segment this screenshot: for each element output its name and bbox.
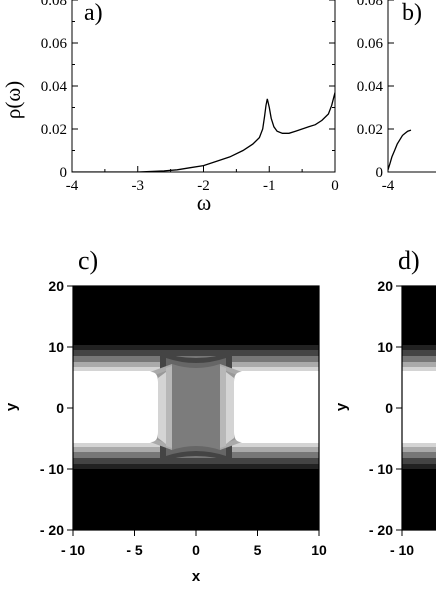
panel-c-ylabel: y bbox=[3, 402, 20, 411]
panel-d-ytick-label: - 20 bbox=[369, 522, 393, 538]
panel-c-xlabel: x bbox=[192, 568, 201, 585]
panel-b-series-line bbox=[388, 129, 412, 170]
panel-a-xtick-label: -3 bbox=[132, 178, 145, 194]
panel-c-label: c) bbox=[78, 246, 98, 275]
panel-b-ytick-label: 0.06 bbox=[357, 36, 384, 52]
panel-b: b) -40 0.02 0.04 0.06 0.08 bbox=[357, 0, 436, 194]
panel-c-xtick-label: 0 bbox=[192, 542, 200, 558]
panel-a-xtick-label: -1 bbox=[263, 178, 276, 194]
panel-b-axes bbox=[387, 0, 436, 173]
panel-c-ytick-label: - 10 bbox=[40, 461, 64, 477]
panel-c-xtick-label: - 10 bbox=[61, 542, 85, 558]
panel-c-ytick-label: 0 bbox=[56, 400, 64, 416]
panel-a-xtick-label: -4 bbox=[66, 178, 79, 194]
panel-a-xlabel: ω bbox=[197, 190, 211, 215]
panel-b-label: b) bbox=[402, 0, 422, 26]
panel-d-ytick-label: 20 bbox=[377, 278, 393, 294]
panel-d-ytick-label: 0 bbox=[385, 400, 393, 416]
panel-a: a) -4 -3 -2 -1 0 0 0.02 0.04 0.06 0.08 ω ρ(ω) bbox=[1, 0, 339, 215]
panel-a-label: a) bbox=[84, 0, 103, 26]
panel-d: 20 10 0 - 10 - 20 - 10 y bbox=[333, 278, 436, 558]
panel-a-ytick-label: 0.02 bbox=[41, 122, 67, 138]
panel-d-heatmap bbox=[402, 286, 436, 530]
panel-d-ylabel: y bbox=[333, 402, 350, 411]
panel-b-ytick-label: 0 bbox=[376, 165, 384, 181]
panel-c-xtick-label: 10 bbox=[311, 542, 327, 558]
panel-c-ytick-label: 20 bbox=[48, 278, 64, 294]
panel-a-ytick-label: 0.08 bbox=[41, 0, 67, 9]
panel-a-series-line bbox=[72, 92, 335, 172]
panel-c-ytick-label: 10 bbox=[48, 339, 64, 355]
panel-a-ytick-label: 0.06 bbox=[41, 36, 68, 52]
panel-c-heatmap bbox=[73, 286, 319, 530]
panel-d-ytick-label: 10 bbox=[377, 339, 393, 355]
panel-a-ylabel: ρ(ω) bbox=[1, 81, 25, 119]
panel-b-ytick-label: 0.04 bbox=[357, 79, 384, 95]
panel-b-ytick-label: 0.02 bbox=[357, 122, 383, 138]
panel-a-ytick-label: 0 bbox=[60, 165, 68, 181]
panel-a-ytick-label: 0.04 bbox=[41, 79, 68, 95]
panel-d-xtick-label: - 10 bbox=[390, 542, 414, 558]
panel-a-xtick-label: -2 bbox=[197, 178, 210, 194]
panel-d-label: d) bbox=[398, 246, 420, 275]
panel-b-ytick-label: 0.08 bbox=[357, 0, 383, 9]
panel-c-xtick-label: - 5 bbox=[126, 542, 143, 558]
panel-c-ytick-label: - 20 bbox=[40, 522, 64, 538]
panel-c: - 10 - 5 0 5 10 20 10 0 - 10 - 20 x y bbox=[3, 278, 327, 585]
panel-d-ytick-label: - 10 bbox=[369, 461, 393, 477]
panel-c-xtick-label: 5 bbox=[254, 542, 262, 558]
panel-a-axes bbox=[71, 0, 336, 173]
panel-b-xtick-label: -4 bbox=[382, 178, 395, 194]
panel-a-xtick-label: 0 bbox=[331, 178, 339, 194]
